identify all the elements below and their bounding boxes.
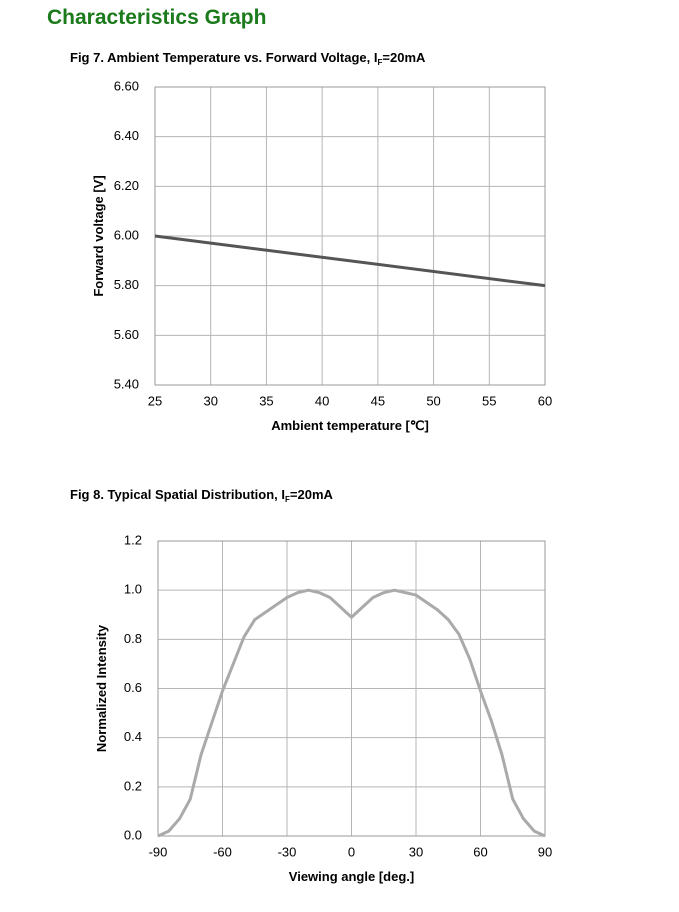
- y-tick-label: 0.0: [124, 827, 142, 842]
- y-tick-label: 0.2: [124, 778, 142, 793]
- title-text: Fig 7. Ambient Temperature vs. Forward V…: [70, 50, 378, 65]
- title-subscript: F: [285, 495, 290, 504]
- y-axis-label: Normalized Intensity: [94, 624, 109, 752]
- x-tick-label: 30: [203, 393, 217, 408]
- y-tick-label: 6.20: [114, 178, 139, 193]
- x-tick-label: 40: [315, 393, 329, 408]
- y-tick-label: 1.2: [124, 532, 142, 547]
- x-tick-label: 0: [348, 844, 355, 859]
- x-tick-label: 45: [371, 393, 385, 408]
- y-tick-label: 5.60: [114, 327, 139, 342]
- title-suffix: =20mA: [382, 50, 426, 65]
- y-tick-label: 1.0: [124, 582, 142, 597]
- chart-title: Fig 7. Ambient Temperature vs. Forward V…: [70, 50, 426, 67]
- x-tick-label: 60: [538, 393, 552, 408]
- title-suffix: =20mA: [290, 487, 334, 502]
- x-tick-label: 90: [538, 844, 552, 859]
- title-subscript: F: [378, 58, 383, 67]
- y-tick-label: 0.6: [124, 680, 142, 695]
- data-line: [157, 588, 546, 838]
- x-tick-label: -60: [213, 844, 232, 859]
- x-tick-label: 35: [259, 393, 273, 408]
- y-tick-label: 5.40: [114, 376, 139, 391]
- x-tick-label: -90: [149, 844, 168, 859]
- chart-title: Fig 8. Typical Spatial Distribution, IF=…: [70, 487, 334, 504]
- y-axis-label: Forward voltage [V]: [91, 175, 106, 296]
- x-axis-label: Viewing angle [deg.]: [289, 869, 414, 884]
- x-tick-label: 50: [426, 393, 440, 408]
- y-tick-label: 0.4: [124, 729, 142, 744]
- x-tick-label: 30: [409, 844, 423, 859]
- x-tick-label: 25: [148, 393, 162, 408]
- y-tick-label: 6.00: [114, 227, 139, 242]
- title-text: Fig 8. Typical Spatial Distribution, I: [70, 487, 285, 502]
- x-tick-label: -30: [278, 844, 297, 859]
- x-tick-label: 60: [473, 844, 487, 859]
- y-tick-label: 6.40: [114, 128, 139, 143]
- x-axis-label: Ambient temperature [℃]: [271, 418, 429, 433]
- y-tick-label: 6.60: [114, 78, 139, 93]
- y-tick-label: 5.80: [114, 277, 139, 292]
- plot-border: [157, 540, 546, 837]
- data-line: [154, 234, 546, 288]
- x-tick-label: 55: [482, 393, 496, 408]
- heading: Characteristics Graph: [47, 6, 266, 29]
- y-tick-label: 0.8: [124, 631, 142, 646]
